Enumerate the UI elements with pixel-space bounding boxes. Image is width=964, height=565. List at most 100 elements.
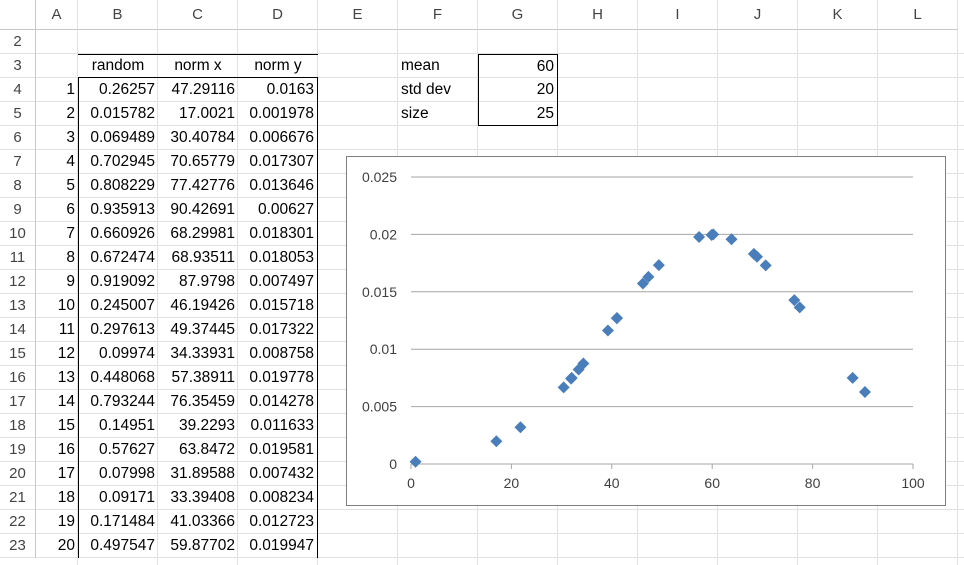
row-header-17[interactable]: 17 [0,390,36,414]
data-cell[interactable]: 0.793244 [78,390,158,414]
column-header-k[interactable]: K [798,0,878,30]
param-label-cell[interactable]: std dev [401,81,451,98]
param-label-cell[interactable]: mean [401,57,440,74]
data-cell[interactable]: 0.00627 [238,198,318,222]
column-header-e[interactable]: E [318,0,398,30]
index-cell[interactable]: 1 [66,81,75,98]
data-cell[interactable]: 0.007432 [238,462,318,486]
row-header-4[interactable]: 4 [0,78,36,102]
data-cell[interactable]: 0.008758 [238,342,318,366]
data-cell[interactable]: 0.448068 [78,366,158,390]
index-cell[interactable]: 9 [66,273,75,290]
index-cell[interactable]: 10 [57,297,75,314]
data-cell[interactable]: 0.672474 [78,246,158,270]
column-header-f[interactable]: F [398,0,478,30]
data-cell[interactable]: 0.297613 [78,318,158,342]
data-cell[interactable]: 76.35459 [170,393,235,410]
param-value-cell[interactable]: 20 [478,78,558,102]
index-cell[interactable]: 7 [66,225,75,242]
data-cell[interactable]: 0.015718 [238,294,318,318]
data-cell[interactable]: 0.702945 [78,150,158,174]
data-cell[interactable]: 68.29981 [170,225,235,242]
data-cell[interactable]: 0.019581 [238,438,318,462]
data-cell[interactable]: 17.0021 [178,105,235,122]
data-cell[interactable]: 0.245007 [78,294,158,318]
data-cell[interactable]: 0.017307 [238,150,318,174]
data-cell[interactable]: 0.497547 [78,534,158,558]
data-cell[interactable]: 0.07998 [78,462,158,486]
row-header-8[interactable]: 8 [0,174,36,198]
data-cell[interactable]: 39.2293 [178,417,235,434]
column-header-h[interactable]: H [558,0,638,30]
index-cell[interactable]: 16 [57,441,75,458]
data-cell[interactable]: 34.33931 [170,345,235,362]
data-cell[interactable]: 0.808229 [78,174,158,198]
data-cell[interactable]: 0.019778 [238,366,318,390]
row-header-22[interactable]: 22 [0,510,36,534]
data-cell[interactable]: 59.87702 [170,537,235,554]
data-cell[interactable]: 0.001978 [238,102,318,126]
row-header-13[interactable]: 13 [0,294,36,318]
row-header-20[interactable]: 20 [0,462,36,486]
data-cell[interactable]: 0.011633 [238,414,318,438]
data-cell[interactable]: 0.26257 [78,78,158,102]
index-cell[interactable]: 11 [58,321,75,338]
index-cell[interactable]: 18 [57,489,75,506]
data-cell[interactable]: 33.39408 [170,489,235,506]
row-header-14[interactable]: 14 [0,318,36,342]
param-label-cell[interactable]: size [401,105,429,122]
index-cell[interactable]: 20 [57,537,75,554]
data-cell[interactable]: 0.09974 [78,342,158,366]
data-cell[interactable]: 31.89588 [170,465,235,482]
data-cell[interactable]: 0.012723 [238,510,318,534]
data-cell[interactable]: 49.37445 [170,321,235,338]
data-cell[interactable]: 30.40784 [170,129,235,146]
data-cell[interactable]: 0.171484 [78,510,158,534]
column-header-i[interactable]: I [638,0,718,30]
data-cell[interactable]: 0.018053 [238,246,318,270]
data-cell[interactable]: 77.42776 [170,177,235,194]
index-cell[interactable]: 12 [57,345,75,362]
table-header-cell[interactable]: norm y [238,54,318,78]
data-cell[interactable]: 0.019947 [238,534,318,558]
data-cell[interactable]: 0.09171 [78,486,158,510]
data-cell[interactable]: 0.017322 [238,318,318,342]
param-value-cell[interactable]: 60 [478,54,558,78]
data-cell[interactable]: 0.015782 [78,102,158,126]
data-cell[interactable]: 0.0163 [238,78,318,102]
data-cell[interactable]: 68.93511 [171,249,236,266]
index-cell[interactable]: 19 [57,513,75,530]
column-header-d[interactable]: D [238,0,318,30]
data-cell[interactable]: 0.018301 [238,222,318,246]
data-cell[interactable]: 47.29116 [171,81,236,98]
column-header-l[interactable]: L [878,0,958,30]
row-header-3[interactable]: 3 [0,54,36,78]
data-cell[interactable]: 0.14951 [78,414,158,438]
data-cell[interactable]: 0.006676 [238,126,318,150]
row-header-16[interactable]: 16 [0,366,36,390]
index-cell[interactable]: 6 [66,201,75,218]
column-header-c[interactable]: C [158,0,238,30]
row-header-5[interactable]: 5 [0,102,36,126]
data-cell[interactable]: 0.935913 [78,198,158,222]
data-cell[interactable]: 57.38911 [171,369,236,386]
row-header-21[interactable]: 21 [0,486,36,510]
index-cell[interactable]: 2 [66,105,75,122]
column-header-a[interactable]: A [36,0,78,30]
column-header-g[interactable]: G [478,0,558,30]
row-header-6[interactable]: 6 [0,126,36,150]
data-cell[interactable]: 63.8472 [178,441,235,458]
row-header-11[interactable]: 11 [0,246,36,270]
index-cell[interactable]: 3 [66,129,75,146]
row-header-23[interactable]: 23 [0,534,36,558]
select-all-corner[interactable] [0,0,36,30]
row-header-7[interactable]: 7 [0,150,36,174]
param-value-cell[interactable]: 25 [478,102,558,126]
data-cell[interactable]: 87.9798 [178,273,235,290]
data-cell[interactable]: 0.660926 [78,222,158,246]
table-header-cell[interactable]: norm x [158,54,238,78]
index-cell[interactable]: 5 [66,177,75,194]
data-cell[interactable]: 0.008234 [238,486,318,510]
index-cell[interactable]: 17 [57,465,75,482]
